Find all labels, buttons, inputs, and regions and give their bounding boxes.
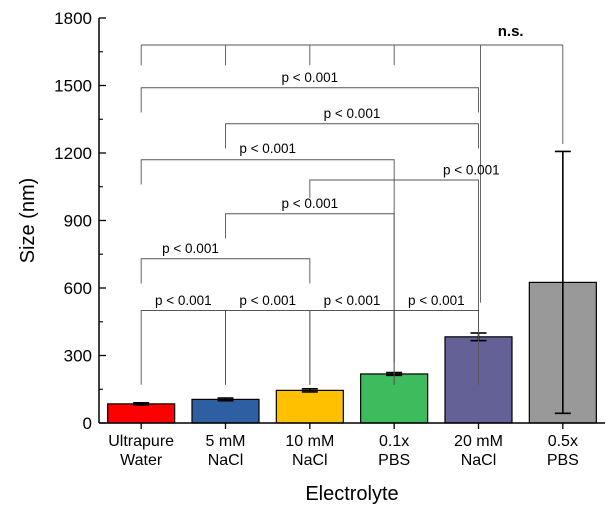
x-tick-label: Water	[120, 452, 163, 469]
bar	[107, 403, 176, 424]
y-tick-label: 1800	[54, 9, 92, 28]
x-tick-label: NaCl	[292, 452, 328, 469]
significance-bracket	[225, 123, 479, 149]
significance-bracket	[140, 258, 311, 284]
x-tick-label: 20 mM	[454, 433, 503, 450]
x-tick-label: Ultrapure	[108, 433, 174, 450]
x-tick-label: NaCl	[208, 452, 244, 469]
significance-label: p < 0.001	[281, 70, 338, 85]
y-tick-label: 1200	[54, 144, 92, 163]
significance-label: p < 0.001	[324, 293, 381, 308]
significance-label: p < 0.001	[239, 293, 296, 308]
significance-label: p < 0.001	[281, 196, 338, 211]
x-tick-label: PBS	[547, 452, 579, 469]
y-tick-label: 0	[83, 414, 92, 433]
x-tick-label: 5 mM	[206, 433, 246, 450]
x-axis-title: Electrolyte	[305, 483, 398, 505]
significance-label: p < 0.001	[155, 293, 212, 308]
y-tick-label: 900	[64, 212, 92, 231]
significance-bracket	[225, 310, 311, 385]
significance-bracket	[140, 159, 395, 363]
significance-label: p < 0.001	[324, 106, 381, 121]
significance-label: n.s.	[498, 23, 524, 40]
y-tick-label: 1500	[54, 77, 92, 96]
significance-label: p < 0.001	[408, 293, 465, 308]
x-tick-label: NaCl	[461, 452, 497, 469]
y-tick-label: 300	[64, 347, 92, 366]
significance-bracket	[140, 310, 226, 385]
significance-label: p < 0.001	[239, 141, 296, 156]
significance-label: p < 0.001	[443, 162, 500, 177]
bar	[275, 389, 344, 424]
x-tick-label: 10 mM	[285, 433, 334, 450]
y-axis-title: Size (nm)	[17, 178, 39, 264]
x-tick-label: 0.1x	[379, 433, 409, 450]
significance-label: p < 0.001	[162, 241, 219, 256]
bar	[191, 398, 260, 424]
y-tick-label: 600	[64, 279, 92, 298]
x-tick-label: 0.5x	[548, 433, 578, 450]
significance-bracket	[140, 87, 479, 113]
x-tick-label: PBS	[378, 452, 410, 469]
